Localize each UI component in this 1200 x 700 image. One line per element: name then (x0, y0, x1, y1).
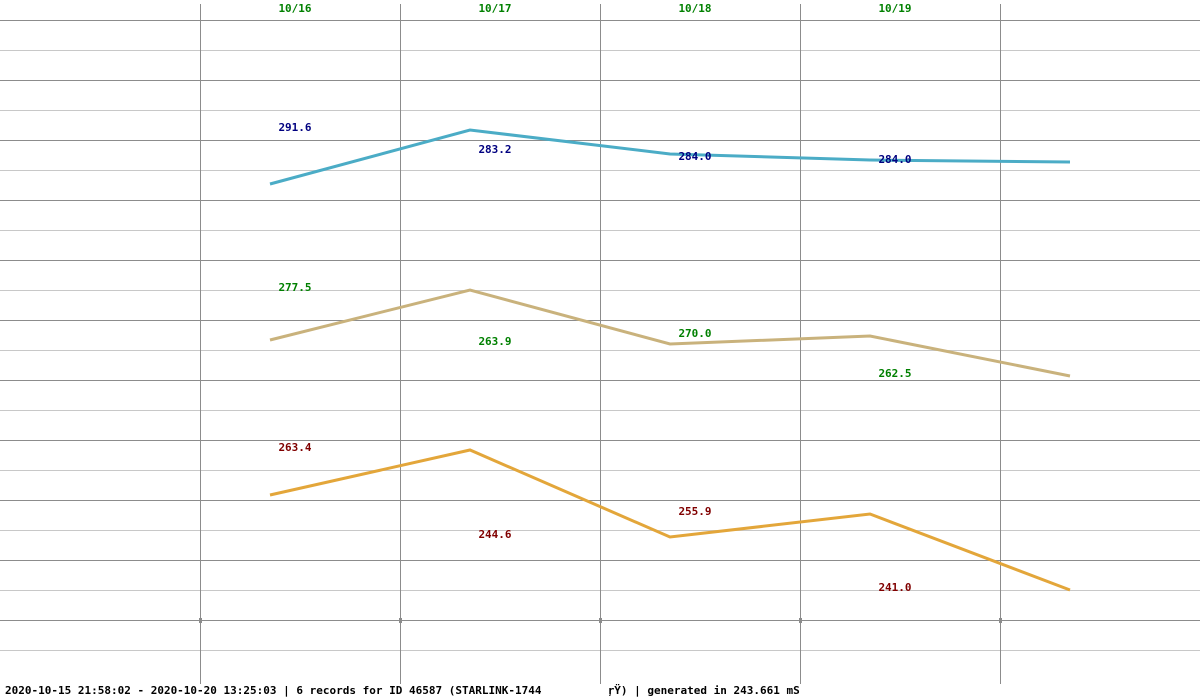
date-label: 10/19 (878, 2, 911, 15)
data-label: 262.5 (878, 367, 911, 380)
data-label: 255.9 (678, 505, 711, 518)
data-label: 241.0 (878, 581, 911, 594)
data-label: 263.9 (478, 335, 511, 348)
data-label: 291.6 (278, 121, 311, 134)
footer-records: 6 records for ID 46587 (STARLINK-1744 (296, 684, 542, 697)
data-label: 270.0 (678, 327, 711, 340)
data-labels: 291.6 283.2 284.0 284.0 277.5 263.9 270.0 262.5… (278, 121, 911, 594)
axis-tick (999, 618, 1002, 623)
data-label: 284.0 (678, 150, 711, 163)
data-label: 283.2 (478, 143, 511, 156)
footer-status: 2020-10-15 21:58:02 - 2020-10-20 13:25:0… (5, 684, 800, 697)
date-label: 10/16 (278, 2, 311, 15)
date-label: 10/18 (678, 2, 711, 15)
series-line (269, 288, 1071, 378)
data-label: 277.5 (278, 281, 311, 294)
date-labels: 10/16 10/17 10/18 10/19 (278, 2, 911, 15)
data-label: 244.6 (478, 528, 511, 541)
axis-tick (599, 618, 602, 623)
series-lines (269, 128, 1071, 592)
footer-generated: ŗŸ) | generated in 243.661 mS (607, 684, 800, 697)
data-label: 263.4 (278, 441, 311, 454)
series-line (269, 128, 1071, 186)
axis-tick (799, 618, 802, 623)
series-line (269, 448, 1071, 592)
chart-grid (0, 4, 1200, 684)
date-label: 10/17 (478, 2, 511, 15)
data-label: 284.0 (878, 153, 911, 166)
axis-tick (399, 618, 402, 623)
footer-range: 2020-10-15 21:58:02 - 2020-10-20 13:25:0… (5, 684, 277, 697)
axis-tick (199, 618, 202, 623)
